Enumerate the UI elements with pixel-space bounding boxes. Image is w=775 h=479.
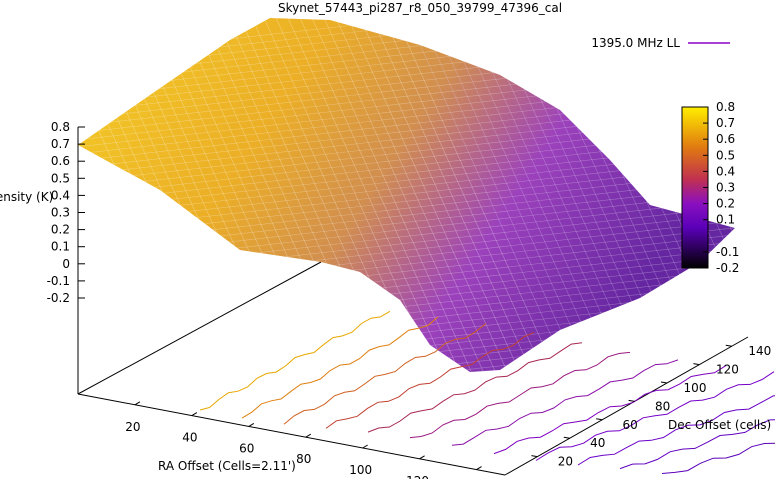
colorbar-tick-label: 0.6: [716, 132, 735, 146]
contour-line: [367, 342, 583, 433]
x-tick-label: 120: [406, 474, 429, 479]
z-tick-label: -0.2: [47, 291, 70, 305]
base-axes: [77, 261, 749, 476]
y-axis: 20 40 60 80 100 120 140: [531, 344, 771, 469]
x-tick-label: 20: [125, 420, 140, 434]
contour-line: [199, 310, 391, 411]
legend-label: 1395.0 MHz LL: [591, 36, 680, 50]
chart-title: Skynet_57443_pi287_r8_050_39799_47396_ca…: [278, 1, 562, 15]
z-tick-label: 0.2: [51, 223, 70, 237]
colorbar-tick-label: 0.5: [716, 148, 735, 162]
x-tick-label: 60: [239, 441, 254, 455]
y-tick-mark: [531, 455, 538, 458]
z-tick-label: 0.4: [51, 188, 70, 202]
colorbar: 0.8 0.7 0.6 0.5 0.4 0.3 0.2 0.1 -0.1 -0.2: [681, 100, 739, 275]
colorbar-tick-label: 0.7: [716, 116, 735, 130]
z-tick-label: 0: [62, 257, 70, 271]
y-tick-label: 20: [558, 455, 573, 469]
x-tick-mark: [419, 455, 425, 460]
colorbar-tick-label: -0.2: [716, 261, 739, 275]
z-tick-label: 0.5: [51, 171, 70, 185]
contour-line: [241, 316, 439, 419]
contour-line: [451, 359, 679, 446]
z-tick-label: 0.6: [51, 154, 70, 168]
colorbar-tick-label: 0.1: [716, 213, 735, 227]
x-tick-label: 40: [182, 431, 197, 445]
x-tick-mark: [248, 422, 255, 427]
contour-line: [619, 419, 775, 470]
z-axis: 0.8 0.7 0.6 0.5 0.4 0.3 0.2 0.1 0 -0.1 -0.2: [47, 120, 85, 394]
y-tick-label: 40: [590, 436, 605, 450]
x-tick-mark: [191, 412, 198, 417]
y-tick-mark: [563, 436, 570, 439]
x-tick-mark: [362, 444, 368, 449]
colorbar-tick-label: -0.1: [716, 245, 739, 259]
colorbar-tick-label: 0.4: [716, 164, 735, 178]
x-tick-label: 100: [349, 463, 372, 477]
contour-line: [325, 331, 535, 429]
z-axis-label: Intensity (K): [0, 190, 53, 204]
x-tick-mark: [476, 466, 482, 471]
colorbar-tick-label: 0.3: [716, 181, 735, 195]
z-tick-label: 0.3: [51, 206, 70, 220]
y-tick-label: 120: [716, 363, 739, 377]
y-tick-mark: [660, 381, 668, 384]
legend: 1395.0 MHz LL: [591, 36, 730, 50]
y-tick-mark: [596, 418, 603, 421]
contour-line: [283, 323, 487, 425]
contour-line: [535, 371, 775, 461]
y-axis-label: Dec Offset (cells): [668, 418, 771, 432]
colorbar-tick-label: 0.2: [716, 197, 735, 211]
z-tick-label: -0.1: [47, 274, 70, 288]
x-tick-mark: [305, 433, 311, 438]
contour-line: [661, 442, 775, 474]
z-tick-label: 0.8: [51, 120, 70, 134]
x-tick-mark: [134, 401, 141, 406]
x-tick-label: 80: [296, 452, 311, 466]
surface-fill: [78, 18, 735, 372]
x-axis-label: RA Offset (Cells=2.11'): [158, 459, 296, 473]
y-tick-mark: [725, 344, 732, 347]
z-tick-label: 0.7: [51, 137, 70, 151]
y-tick-label: 80: [655, 399, 670, 413]
contour-line: [409, 351, 631, 439]
contour-lines: [199, 310, 775, 474]
y-tick-label: 140: [748, 344, 771, 358]
colorbar-tick-label: 0.8: [716, 100, 735, 114]
z-tick-label: 0.1: [51, 240, 70, 254]
y-tick-mark: [693, 363, 700, 366]
contour-line: [493, 365, 727, 455]
y-tick-mark: [628, 399, 635, 402]
y-tick-label: 60: [623, 418, 638, 432]
y-tick-label: 100: [684, 381, 707, 395]
contour-line: [577, 395, 775, 466]
